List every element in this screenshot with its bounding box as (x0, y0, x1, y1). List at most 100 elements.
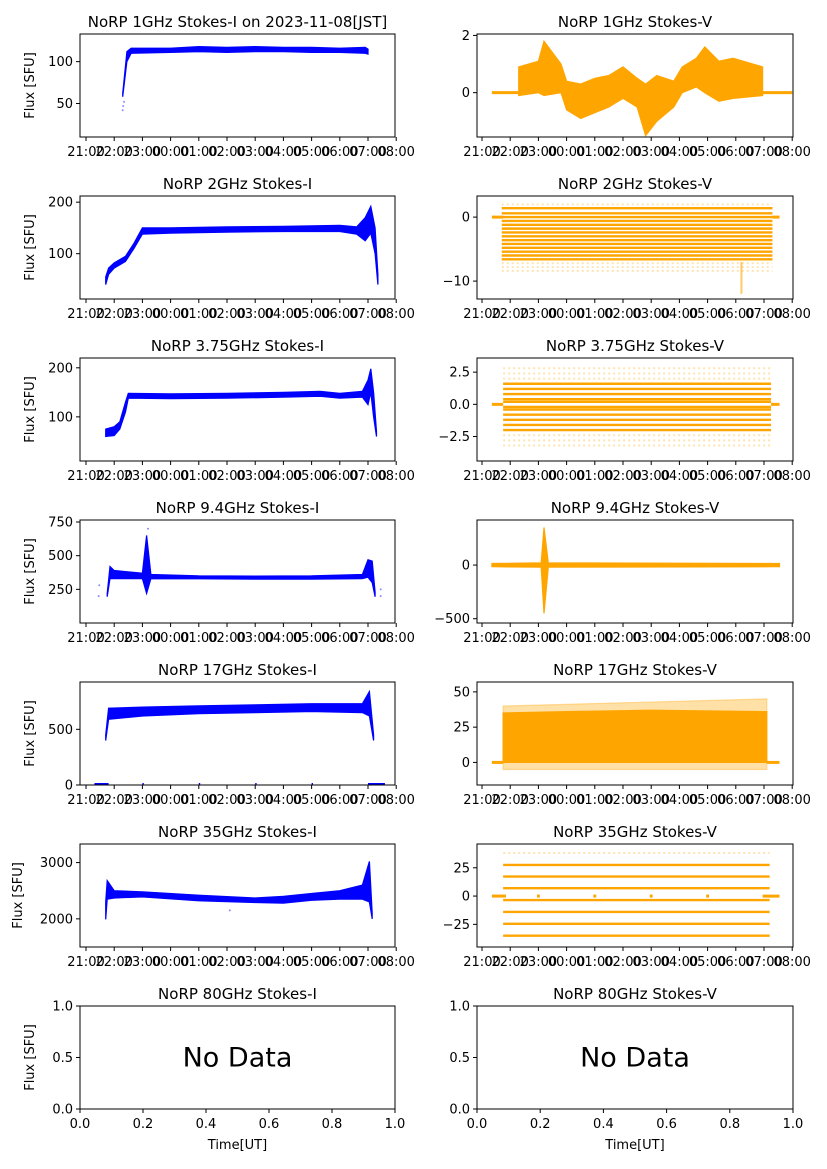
axes-frame (79, 33, 396, 138)
x-tick-label: 23:00 (124, 145, 161, 160)
x-tick-label: 06:00 (717, 793, 754, 808)
x-tick-label: 06:00 (321, 469, 358, 484)
y-axis-label: Flux [SFU] (23, 214, 38, 281)
axes-frame (79, 357, 396, 462)
y-axis-label: Flux [SFU] (23, 700, 38, 767)
x-tick-label: 07:00 (745, 145, 782, 160)
subplot-35GHz-V: NoRP 35GHz Stokes-V 25 0 −25 21:0022:0023:00… (443, 823, 811, 970)
x-tick-label: 23:00 (520, 631, 557, 646)
x-tick-label: 21:00 (67, 145, 104, 160)
x-tick-label: 07:00 (349, 793, 386, 808)
axes-frame (476, 357, 794, 462)
x-tick-label: 01:00 (180, 145, 217, 160)
subplot-1GHz-V: NoRP 1GHz Stokes-V 0 2 21:0022:0023:0000:00… (462, 13, 811, 160)
x-tick-label: 23:00 (520, 793, 557, 808)
data-band (106, 535, 376, 597)
x-tick-label: 21:00 (67, 631, 104, 646)
x-tick-label: 02:00 (208, 955, 245, 970)
x-tick-label: 21:00 (463, 145, 500, 160)
subplot-title: NoRP 80GHz Stokes-I (158, 985, 317, 1003)
y-tick-label: 2000 (40, 912, 73, 927)
x-tick-label: 04:00 (265, 955, 302, 970)
x-tick-label: 00:00 (152, 145, 189, 160)
x-tick-label: 23:00 (520, 307, 557, 322)
x-tick-label: 02:00 (208, 307, 245, 322)
y-tick-label: 0 (462, 890, 470, 905)
x-tick-label: 00:00 (152, 631, 189, 646)
x-tick-label: 06:00 (321, 793, 358, 808)
plot-area (121, 45, 369, 112)
data-band (518, 39, 764, 137)
x-tick-label: 01:00 (180, 307, 217, 322)
y-axis-label: Flux [SFU] (23, 376, 38, 443)
plot-area (105, 368, 378, 438)
x-tick-label: 23:00 (520, 469, 557, 484)
data-outlier-point (121, 109, 124, 112)
x-tick-label: 07:00 (349, 631, 386, 646)
x-tick-label: 04:00 (265, 307, 302, 322)
plot-area (491, 367, 780, 447)
subplot-1GHz-I: NoRP 1GHz Stokes-I on 2023-11-08[JST] 50 1… (23, 13, 415, 160)
x-tick-label: 07:00 (349, 469, 386, 484)
x-tick-label: 06:00 (717, 469, 754, 484)
x-tick-label: 06:00 (321, 631, 358, 646)
subplot-title: NoRP 1GHz Stokes-I on 2023-11-08[JST] (88, 13, 388, 31)
x-tick-label: 03:00 (236, 307, 273, 322)
x-tick-label: 21:00 (67, 307, 104, 322)
subplot-3.75GHz-I: NoRP 3.75GHz Stokes-I 100 200 21:0022:0023:… (23, 337, 415, 484)
x-tick-label: 03:00 (236, 145, 273, 160)
x-tick-label: 03:00 (236, 955, 273, 970)
x-tick-label: 21:00 (67, 955, 104, 970)
x-tick-label: 04:00 (661, 469, 698, 484)
x-tick-label: 01:00 (576, 631, 613, 646)
x-tick-label: 00:00 (548, 955, 585, 970)
x-tick-label: 03:00 (236, 793, 273, 808)
data-outlier-point (122, 105, 125, 108)
x-tick-label: 01:00 (576, 793, 613, 808)
data-band (105, 204, 379, 285)
x-tick-label: 04:00 (265, 793, 302, 808)
x-tick-label: 07:00 (349, 955, 386, 970)
x-tick-label: 02:00 (208, 631, 245, 646)
x-tick-label: 07:00 (745, 469, 782, 484)
x-tick-label: 02:00 (604, 631, 641, 646)
data-outlier-point (228, 909, 231, 912)
x-tick-label: 05:00 (689, 307, 726, 322)
x-tick-label: 05:00 (293, 469, 330, 484)
x-tick-label: 0.4 (593, 1117, 614, 1132)
x-tick-label: 03:00 (632, 631, 669, 646)
x-tick-label: 08:00 (377, 631, 414, 646)
x-tick-label: 08:00 (773, 631, 810, 646)
axes-frame (476, 33, 794, 138)
x-tick-label: 00:00 (152, 307, 189, 322)
x-tick-label: 22:00 (491, 469, 528, 484)
y-tick-label: 2.5 (449, 366, 470, 381)
x-tick-label: 0.8 (719, 1117, 740, 1132)
y-tick-label: −500 (434, 612, 470, 627)
x-tick-label: 22:00 (491, 955, 528, 970)
x-tick-label: 07:00 (745, 955, 782, 970)
x-tick-label: 1.0 (783, 1117, 804, 1132)
x-tick-label: 22:00 (491, 145, 528, 160)
x-tick-label: 05:00 (689, 793, 726, 808)
axes-frame (476, 195, 794, 300)
x-tick-label: 08:00 (773, 469, 810, 484)
subplot-title: NoRP 3.75GHz Stokes-V (546, 337, 725, 355)
x-tick-label: 07:00 (349, 145, 386, 160)
x-tick-label: 04:00 (661, 631, 698, 646)
x-tick-label: 21:00 (67, 469, 104, 484)
data-band (105, 861, 373, 920)
subplot-2GHz-I: NoRP 2GHz Stokes-I10020021:0022:0023:000… (23, 175, 415, 322)
x-tick-label: 22:00 (95, 793, 132, 808)
plot-area (491, 39, 793, 137)
subplot-80GHz-I: NoRP 80GHz Stokes-I 0.0 0.5 1.0 0.0 0.2 0.4 0.6… (23, 985, 405, 1153)
y-tick-label: −2.5 (438, 430, 470, 445)
x-tick-label: 22:00 (491, 307, 528, 322)
x-tick-label: 21:00 (463, 469, 500, 484)
x-tick-label: 02:00 (604, 469, 641, 484)
x-tick-label: 22:00 (95, 307, 132, 322)
x-tick-label: 08:00 (377, 955, 414, 970)
subplot-title: NoRP 35GHz Stokes-V (553, 823, 718, 841)
x-tick-label: 02:00 (604, 793, 641, 808)
